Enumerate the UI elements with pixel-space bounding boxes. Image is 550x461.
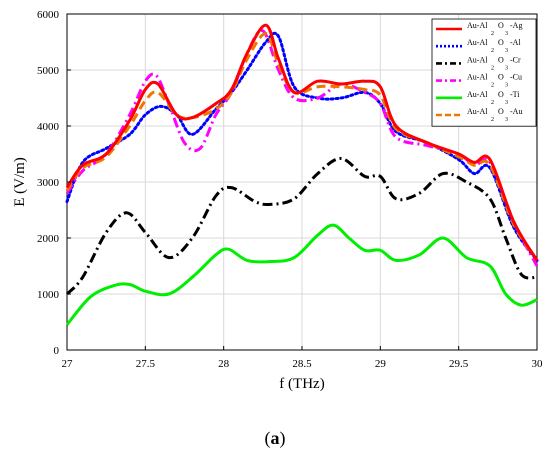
- legend-subscript: 3: [505, 83, 508, 89]
- series-line-au: [65, 32, 539, 262]
- legend-subscript: 2: [491, 31, 494, 37]
- x-tick-label: 28: [218, 358, 230, 370]
- legend-subscript: 3: [505, 100, 508, 106]
- legend-subscript: 3: [505, 117, 508, 123]
- ticks: 27 27.5 28 28.5 29 29.5 30 0 1000 2000 3000 4000 500…: [37, 9, 543, 370]
- legend-label: O: [498, 73, 504, 82]
- legend-label: -Al: [510, 38, 521, 47]
- caption-label: a: [270, 428, 280, 448]
- x-tick-label: 27: [62, 358, 74, 370]
- y-tick-label: 5000: [37, 65, 60, 77]
- x-tick-label: 29: [375, 358, 387, 370]
- y-tick-label: 3000: [37, 177, 60, 189]
- legend-subscript: 3: [505, 65, 508, 71]
- legend-label: O: [498, 55, 504, 64]
- series-layer: [65, 23, 539, 326]
- legend-subscript: 2: [491, 48, 494, 54]
- legend-label: O: [498, 21, 504, 30]
- legend-label: -Cu: [510, 73, 522, 82]
- legend-subscript: 2: [491, 100, 494, 106]
- caption-open: (: [264, 428, 271, 448]
- legend-subscript: 2: [491, 65, 494, 71]
- legend: Au-Al2O3-AgAu-Al2O3-AlAu-Al2O3-CrAu-Al2O…: [431, 18, 537, 127]
- legend-subscript: 3: [505, 48, 508, 54]
- legend-label: Au-Al: [467, 38, 488, 47]
- y-tick-label: 0: [54, 345, 60, 357]
- legend-subscript: 3: [505, 31, 508, 37]
- legend-box: [431, 18, 537, 127]
- caption-close: ): [279, 428, 286, 448]
- x-tick-label: 29.5: [449, 358, 469, 370]
- series-line-ag: [65, 23, 539, 262]
- legend-label: O: [498, 107, 504, 116]
- y-tick-label: 6000: [37, 9, 60, 21]
- series-line-cu: [65, 29, 539, 267]
- series-line-cr: [65, 157, 538, 296]
- x-tick-label: 27.5: [136, 358, 156, 370]
- legend-label: Au-Al: [467, 107, 488, 116]
- legend-label: O: [498, 38, 504, 47]
- legend-label: -Ti: [510, 90, 520, 99]
- y-tick-label: 1000: [37, 289, 60, 301]
- legend-label: -Cr: [510, 55, 521, 64]
- y-axis-title: E (V/m): [12, 157, 28, 207]
- legend-label: Au-Al: [467, 21, 488, 30]
- legend-label: Au-Al: [467, 55, 488, 64]
- x-tick-label: 30: [532, 358, 544, 370]
- legend-label: -Au: [510, 107, 522, 116]
- legend-label: Au-Al: [467, 90, 488, 99]
- y-tick-label: 2000: [37, 233, 60, 245]
- x-axis-title: f (THz): [279, 376, 324, 392]
- legend-subscript: 2: [491, 83, 494, 89]
- series-line-ti: [65, 223, 538, 326]
- legend-label: -Ag: [510, 21, 522, 30]
- series-line-al: [65, 31, 539, 262]
- x-tick-label: 28.5: [292, 358, 312, 370]
- legend-subscript: 2: [491, 117, 494, 123]
- figure-caption: (a): [0, 428, 550, 449]
- legend-label: Au-Al: [467, 73, 488, 82]
- y-tick-label: 4000: [37, 121, 60, 133]
- legend-label: O: [498, 90, 504, 99]
